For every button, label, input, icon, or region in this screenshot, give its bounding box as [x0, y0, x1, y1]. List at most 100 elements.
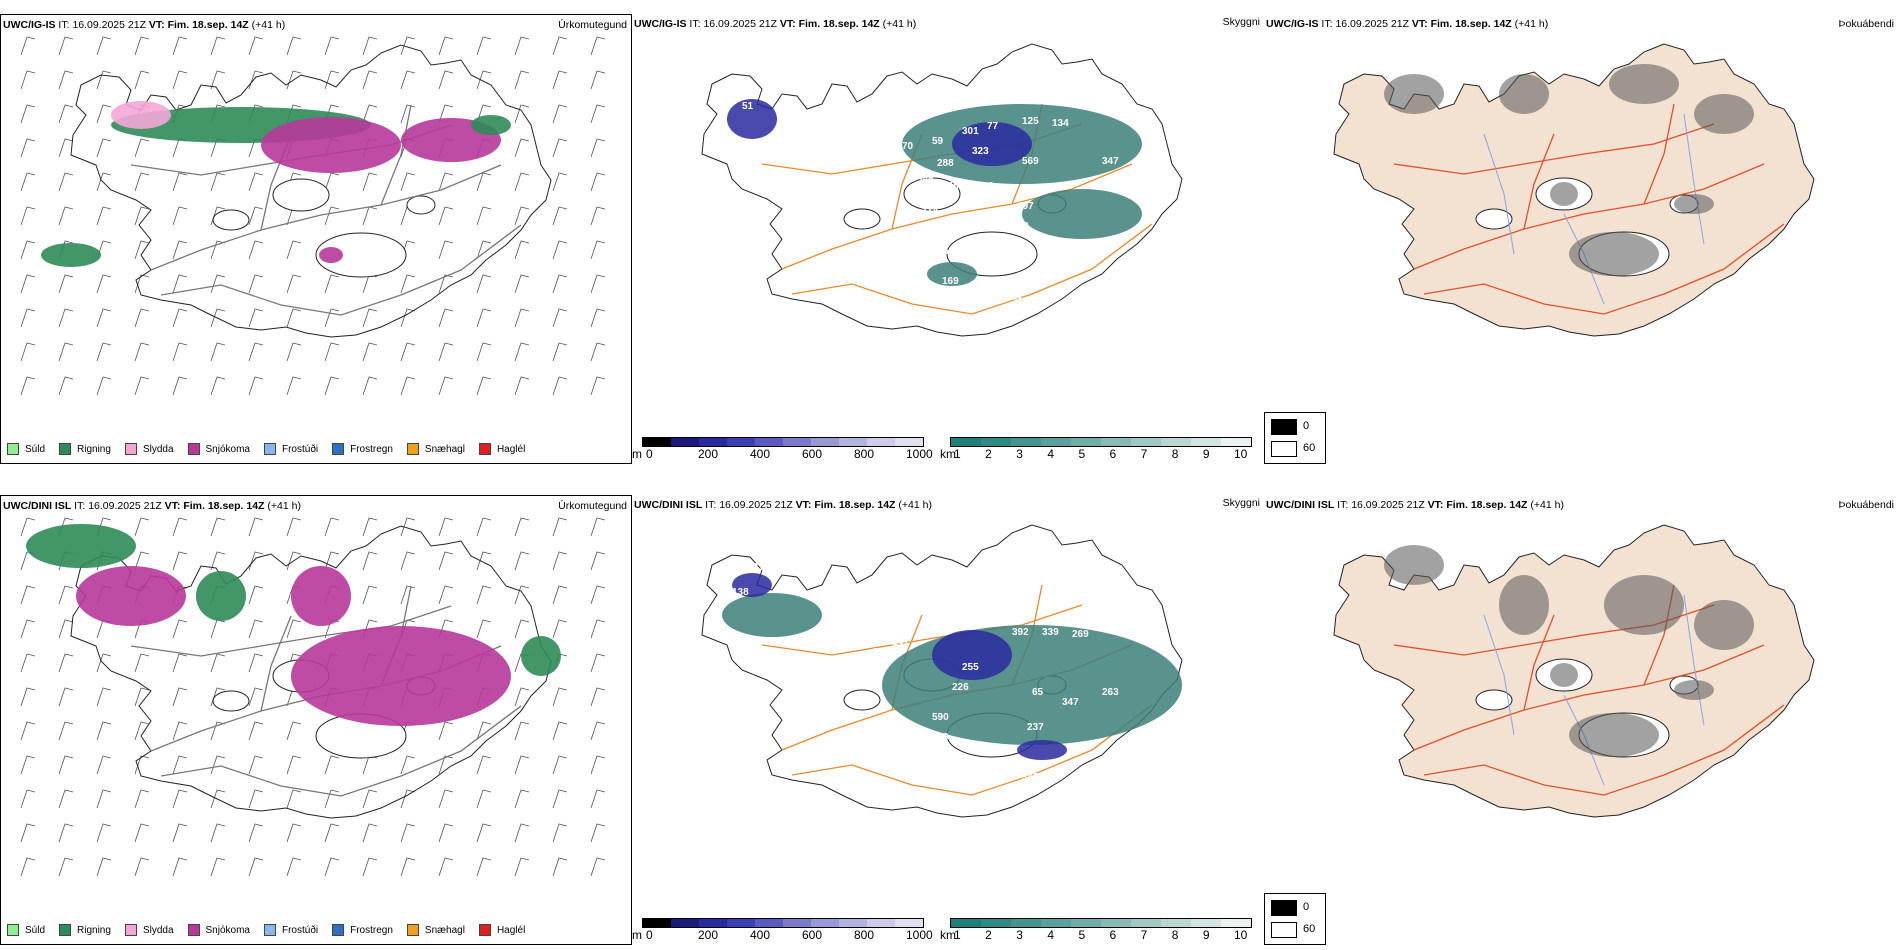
- glacier-outline: [212, 209, 250, 231]
- wind-barb: [58, 619, 74, 639]
- ceiling-value-label: 57: [717, 126, 729, 137]
- ceiling-value-label: 141: [892, 637, 909, 648]
- panel-header: UWC/IG-IS IT: 16.09.2025 21Z VT: Fim. 18…: [1266, 18, 1549, 30]
- ceiling-value-label: 347: [1062, 697, 1079, 708]
- colorbar-step: [1131, 919, 1161, 927]
- wind-barb: [58, 36, 74, 56]
- wind-barb: [590, 70, 606, 90]
- wind-barb: [514, 619, 530, 639]
- wind-barb: [96, 687, 112, 707]
- wind-barb: [20, 721, 36, 741]
- road-line: [1523, 614, 1555, 711]
- colorbar-step: [1071, 438, 1101, 446]
- wind-barb: [324, 517, 340, 537]
- wind-barb: [514, 104, 530, 124]
- wind-barb: [590, 687, 606, 707]
- wind-barb: [590, 789, 606, 809]
- wind-barb: [438, 308, 454, 328]
- ceiling-value-label: 129: [932, 732, 949, 743]
- wind-barb: [248, 517, 264, 537]
- wind-barb: [438, 240, 454, 260]
- wind-barb: [514, 585, 530, 605]
- colorbar-unit: m: [632, 928, 642, 942]
- colorbar-tick: 0: [646, 447, 653, 461]
- wind-barb: [400, 857, 416, 877]
- wind-barb: [58, 789, 74, 809]
- legend-label: Slydda: [142, 443, 174, 455]
- colorbar-tick: 200: [698, 928, 719, 942]
- wind-barb: [324, 789, 340, 809]
- legend-label: Snjókoma: [205, 443, 250, 455]
- colorbar-step: [1221, 438, 1251, 446]
- colorbar-step: [727, 438, 755, 446]
- colorbar-tick: 4: [1047, 928, 1055, 942]
- legend-swatch: [124, 924, 137, 936]
- wind-barb: [400, 308, 416, 328]
- road-line: [1523, 133, 1555, 230]
- wind-barb: [134, 755, 150, 775]
- fog-area: [1550, 663, 1578, 687]
- wind-barb: [210, 308, 226, 328]
- colorbar-step: [1041, 438, 1071, 446]
- road-line: [781, 163, 1133, 270]
- ceiling-value-label: 175: [932, 246, 949, 257]
- wind-barb: [476, 274, 492, 294]
- wind-barb: [134, 823, 150, 843]
- wind-barb: [438, 585, 454, 605]
- wind-barb: [362, 342, 378, 362]
- precip-area: [319, 247, 343, 263]
- wind-barb: [286, 376, 302, 396]
- wind-barb: [476, 755, 492, 775]
- wind-barb: [590, 517, 606, 537]
- wind-barb: [58, 308, 74, 328]
- wind-barb: [552, 687, 568, 707]
- wind-barb: [476, 551, 492, 571]
- wind-barb: [324, 755, 340, 775]
- ceiling-value-label: 169: [942, 276, 959, 287]
- glacier-outline: [843, 208, 881, 230]
- wind-barb: [210, 755, 226, 775]
- wind-barb: [58, 823, 74, 843]
- cloud-panel-bottom: 121 124 138 226 178 197 137 141 392 339 269 104 255 2…: [632, 495, 1264, 945]
- wind-barb: [248, 240, 264, 260]
- wind-barb: [590, 823, 606, 843]
- wind-barb: [438, 342, 454, 362]
- legend-label: Súld: [25, 443, 46, 455]
- wind-barb: [514, 342, 530, 362]
- wind-barb: [552, 172, 568, 192]
- wind-barb: [362, 585, 378, 605]
- ceiling-value-label: 348: [1022, 772, 1039, 783]
- road-line: [791, 704, 1153, 796]
- colorbar-step: [1041, 919, 1071, 927]
- wind-barb: [552, 789, 568, 809]
- fog-legend-bottom: 0 60: [1264, 893, 1326, 945]
- wind-barb: [476, 517, 492, 537]
- wind-barb: [248, 619, 264, 639]
- road-line: [791, 223, 1153, 315]
- colorbar-step: [783, 919, 811, 927]
- colorbar-tick: 600: [802, 928, 823, 942]
- fog-area: [1604, 575, 1684, 635]
- wind-barb: [438, 721, 454, 741]
- wind-barb: [476, 585, 492, 605]
- wind-barb: [210, 36, 226, 56]
- legend-swatch: [59, 443, 72, 455]
- wind-barb: [248, 274, 264, 294]
- fog-area: [1674, 680, 1714, 700]
- wind-barb: [248, 308, 264, 328]
- wind-barb: [552, 721, 568, 741]
- colorbar-step: [895, 438, 923, 446]
- ceiling-value-label: 203: [917, 176, 934, 187]
- wind-barb: [20, 240, 36, 260]
- wind-barb: [552, 308, 568, 328]
- wind-barb: [476, 619, 492, 639]
- ceiling-value-label: 192: [977, 181, 994, 192]
- wind-barb: [248, 823, 264, 843]
- wind-barb: [172, 619, 188, 639]
- legend-swatch: [124, 443, 137, 455]
- ceiling-value-label: 70: [902, 141, 914, 152]
- wind-barb: [172, 70, 188, 90]
- fog-area: [1550, 182, 1578, 206]
- wind-barb: [20, 517, 36, 537]
- wind-barb: [248, 687, 264, 707]
